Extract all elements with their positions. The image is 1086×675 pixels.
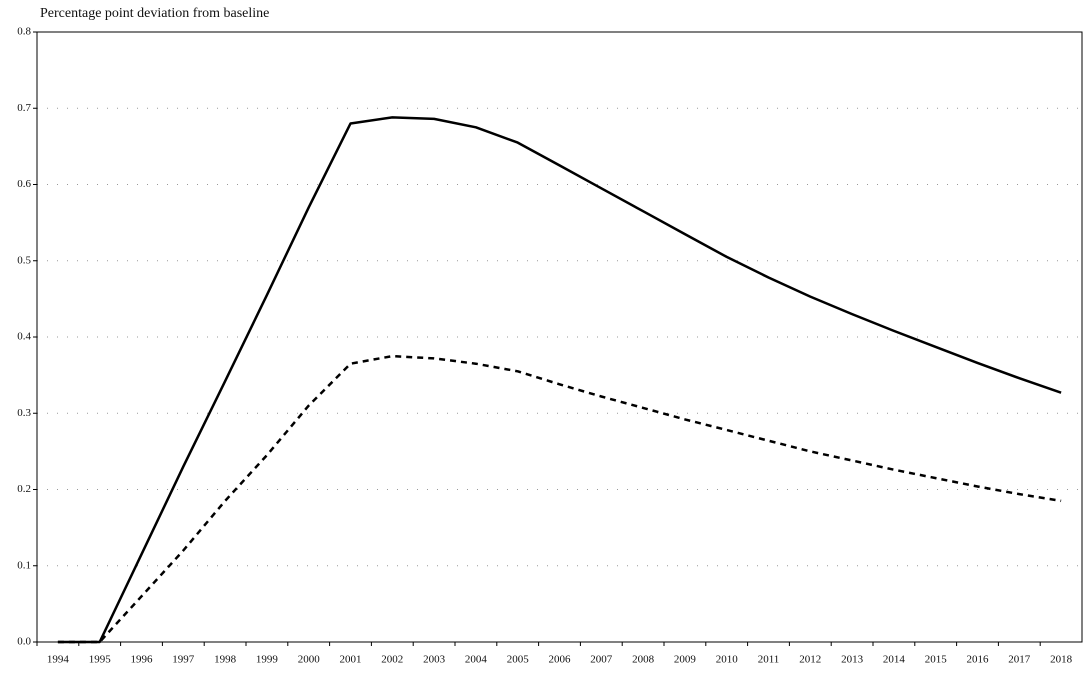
y-tick-label: 0.3 <box>17 407 31 419</box>
x-tick-label: 1996 <box>131 654 154 666</box>
series-line <box>57 354 1062 644</box>
x-tick-label: 2000 <box>298 654 321 666</box>
x-tick-label: 1994 <box>47 654 70 666</box>
x-tick-label: 2005 <box>507 654 530 666</box>
y-tick-label: 0.2 <box>17 483 31 495</box>
y-tick-label: 0.8 <box>17 26 31 38</box>
x-tick-label: 1995 <box>89 654 112 666</box>
x-tick-label: 2001 <box>340 654 362 666</box>
plot-frame <box>36 31 1083 643</box>
x-tick-label: 2004 <box>465 654 488 666</box>
x-tick-label: 1997 <box>172 654 195 666</box>
x-tick-label: 2016 <box>967 654 990 666</box>
x-tick-label: 2018 <box>1050 654 1073 666</box>
y-tick-label: 0.7 <box>17 102 31 114</box>
x-tick-label: 2013 <box>841 654 864 666</box>
y-tick-label: 0.1 <box>17 559 31 571</box>
x-tick-label: 2002 <box>381 654 403 666</box>
x-tick-label: 2008 <box>632 654 655 666</box>
y-tick-label: 0.6 <box>17 178 31 190</box>
x-tick-label: 2012 <box>799 654 821 666</box>
x-tick-label: 2009 <box>674 654 697 666</box>
x-tick-label: 2011 <box>758 654 780 666</box>
x-tick-label: 1998 <box>214 654 237 666</box>
y-tick-label: 0.4 <box>17 331 31 343</box>
x-tick-label: 2014 <box>883 654 906 666</box>
series-line <box>57 116 1062 644</box>
x-tick-label: 2010 <box>716 654 739 666</box>
y-tick-label: 0.0 <box>17 636 31 648</box>
x-tick-label: 2006 <box>549 654 572 666</box>
x-tick-label: 2003 <box>423 654 446 666</box>
x-tick-label: 2017 <box>1008 654 1031 666</box>
x-tick-label: 2007 <box>590 654 613 666</box>
chart-title: Percentage point deviation from baseline <box>40 6 269 21</box>
y-tick-label: 0.5 <box>17 254 31 266</box>
x-tick-label: 1999 <box>256 654 279 666</box>
x-tick-label: 2015 <box>925 654 948 666</box>
